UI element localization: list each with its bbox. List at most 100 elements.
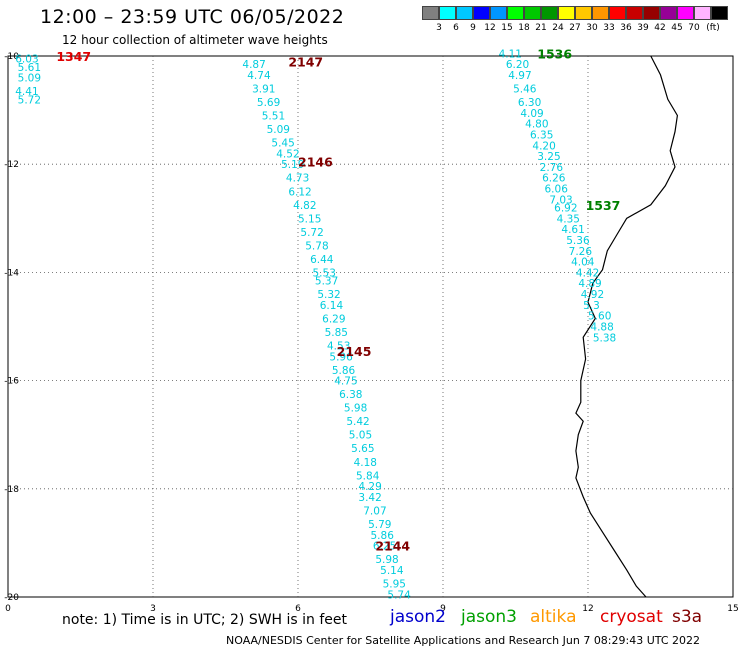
wave-height-value: 7.07 — [363, 505, 386, 517]
color-scale-label: 24 — [552, 23, 564, 33]
wave-height-value: 4.53 — [327, 340, 350, 352]
y-tick-label: -14 — [4, 268, 19, 278]
y-tick-label: -12 — [4, 160, 19, 170]
wave-height-value: 5.51 — [262, 111, 285, 123]
wave-height-value: 5.95 — [383, 578, 406, 590]
wave-height-value: 6.06 — [545, 184, 569, 196]
wave-height-value: 2.76 — [540, 162, 564, 174]
wave-height-value: 6.35 — [530, 129, 553, 141]
wave-height-value: 5.85 — [325, 327, 348, 339]
wave-height-value: 4.89 — [578, 278, 601, 290]
wave-height-value: 5.79 — [368, 519, 391, 531]
wave-height-value: 4.11 — [499, 48, 522, 60]
y-tick-label: -18 — [4, 485, 19, 495]
wave-height-value: 5.15 — [298, 213, 321, 225]
color-scale-swatch — [524, 6, 541, 20]
wave-height-value: 5.53 — [313, 267, 336, 279]
wave-height-value: 5.72 — [18, 94, 41, 106]
wave-height-value: 5.78 — [305, 240, 328, 252]
color-scale-swatch — [711, 6, 728, 20]
color-scale-label: 70 — [688, 23, 700, 33]
wave-height-value: 4.73 — [286, 173, 309, 185]
color-scale-swatch — [660, 6, 677, 20]
x-tick-label: 0 — [5, 604, 11, 614]
color-scale-swatch — [575, 6, 592, 20]
x-tick-label: 15 — [727, 604, 738, 614]
color-scale-swatch — [439, 6, 456, 20]
color-scale-label: 27 — [569, 23, 581, 33]
wave-height-value: 5.09 — [267, 124, 290, 136]
pass-time-label: 2144 — [375, 539, 410, 554]
wave-height-value: 4.04 — [571, 257, 595, 269]
wave-height-value: 6.38 — [339, 389, 362, 401]
wave-height-value: 4.61 — [561, 224, 584, 236]
color-scale-label: 21 — [535, 23, 547, 33]
color-scale-swatch — [609, 6, 626, 20]
footer-credit: NOAA/NESDIS Center for Satellite Applica… — [226, 634, 701, 647]
wave-height-value: 5.86 — [332, 365, 356, 377]
wave-height-value: 3.91 — [252, 83, 275, 95]
wave-height-value: 4.09 — [520, 108, 543, 120]
wave-height-value: 5.42 — [346, 416, 369, 428]
pass-time-label: 1537 — [586, 198, 621, 213]
wave-height-value: 5.09 — [18, 73, 41, 85]
page-title: 12:00 – 23:59 UTC 06/05/2022 — [40, 6, 345, 28]
wave-height-value: 5.37 — [315, 276, 338, 288]
x-tick-label: 6 — [295, 604, 301, 614]
wave-height-value: 5.19 — [281, 159, 304, 171]
wave-height-value: 4.41 — [15, 86, 38, 98]
pass-time-label: 2146 — [298, 154, 333, 169]
color-scale-label: 12 — [484, 23, 496, 33]
color-scale-swatch — [507, 6, 524, 20]
x-tick-label: 9 — [440, 604, 446, 614]
pass-time-label: 1347 — [56, 49, 91, 64]
wave-height-value: 6.25 — [373, 541, 396, 553]
wave-height-value: 6.14 — [320, 300, 344, 312]
wave-height-value: 6.30 — [518, 97, 541, 109]
wave-height-value: 5.45 — [271, 138, 294, 150]
wave-height-value: 5.14 — [380, 565, 404, 577]
y-tick-label: -20 — [4, 593, 19, 603]
wave-height-value: 3.25 — [537, 151, 560, 163]
wave-height-value: 5.05 — [349, 430, 372, 442]
satellite-legend-s3a: s3a — [672, 607, 703, 627]
color-scale-label: 18 — [518, 23, 530, 33]
color-scale-label: 3 — [436, 23, 442, 33]
wave-height-value: 5.3 — [583, 300, 600, 312]
page-subtitle: 12 hour collection of altimeter wave hei… — [62, 33, 328, 47]
wave-height-value: 5.72 — [300, 227, 323, 239]
wave-height-value: 4.87 — [242, 59, 265, 71]
wave-height-value: 5.32 — [317, 289, 340, 301]
wave-height-value: 5.61 — [18, 62, 41, 74]
wave-height-value: 6.03 — [15, 54, 38, 66]
map-frame — [7, 55, 734, 598]
color-scale-swatch — [456, 6, 473, 20]
color-scale-swatch — [677, 6, 694, 20]
wave-height-value: 4.52 — [276, 148, 299, 160]
y-tick-label: -10 — [4, 52, 19, 62]
color-scale-swatch — [592, 6, 609, 20]
wave-height-value: 6.20 — [506, 59, 529, 71]
pass-time-label: 1536 — [537, 46, 572, 61]
units-note: note: 1) Time is in UTC; 2) SWH is in fe… — [62, 612, 348, 628]
color-scale-label: 15 — [501, 23, 513, 33]
wave-height-value: 4.29 — [358, 481, 381, 493]
color-scale-label: 6 — [453, 23, 459, 33]
wave-height-value: 4.74 — [247, 70, 271, 82]
wave-height-value: 5.96 — [329, 351, 353, 363]
wave-height-value: 5.36 — [566, 235, 590, 247]
color-scale-label: 42 — [654, 23, 666, 33]
satellite-legend-altika: altika — [530, 607, 577, 627]
color-scale-label: 9 — [470, 23, 476, 33]
color-scale-swatch — [490, 6, 507, 20]
wave-height-value: 4.88 — [590, 322, 613, 334]
color-scale-label: 33 — [603, 23, 615, 33]
wave-height-value: 5.60 — [588, 311, 611, 323]
color-scale-label: 45 — [671, 23, 683, 33]
x-tick-label: 12 — [582, 604, 593, 614]
wave-height-value: 6.44 — [310, 254, 334, 266]
wave-height-value: 7.26 — [569, 246, 593, 258]
wave-height-value: 5.65 — [351, 443, 374, 455]
wave-height-value: 3.42 — [358, 492, 381, 504]
